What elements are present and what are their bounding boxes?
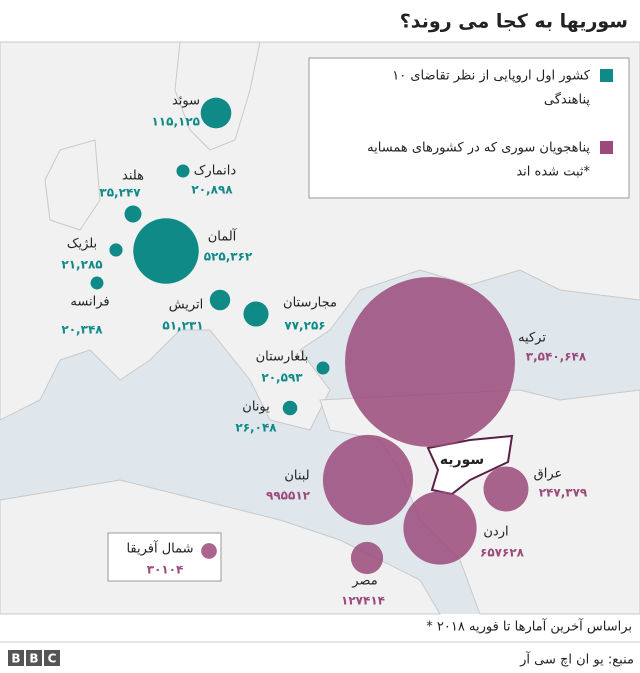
country-value: ۱۲۷۴۱۴ bbox=[341, 594, 385, 608]
legend-text: پناهجویان سوری که در کشورهای همسایه bbox=[367, 141, 590, 156]
source: منبع: یو ان اچ سی آر bbox=[519, 651, 634, 668]
country-value: ۲۴۷,۳۷۹ bbox=[539, 486, 588, 500]
country-name: هلند bbox=[122, 169, 144, 184]
bubble bbox=[133, 218, 199, 284]
country-value: ۹۹۵۵۱۲ bbox=[266, 489, 311, 503]
country-value: ۱۱۵,۱۲۵ bbox=[151, 115, 200, 129]
legend-text: ۱۰ کشور اول اروپایی از نظر تقاضای bbox=[392, 69, 591, 84]
country-value: ۲۱,۲۸۵ bbox=[61, 258, 102, 272]
bubble bbox=[201, 543, 217, 559]
country-name: دانمارک bbox=[194, 164, 237, 179]
bubble bbox=[350, 541, 384, 575]
country-value: ۵۲۵,۳۶۲ bbox=[204, 250, 253, 264]
bubble bbox=[209, 289, 231, 311]
bubble bbox=[176, 164, 190, 178]
bubble bbox=[483, 466, 529, 512]
legend-box bbox=[308, 57, 630, 199]
country-value: ۳,۵۴۰,۶۴۸ bbox=[526, 350, 587, 364]
country-name: لبنان bbox=[284, 469, 309, 484]
bubble bbox=[282, 400, 298, 416]
bubble bbox=[200, 97, 232, 129]
footnote: * براساس آخرین آمارها تا فوریه ۲۰۱۸ bbox=[426, 618, 632, 635]
country-name: اتریش bbox=[169, 298, 204, 313]
legend-swatch bbox=[600, 141, 613, 154]
syria-label: سوریه bbox=[440, 452, 484, 468]
country-name: یونان bbox=[242, 400, 270, 415]
title: سوریها به کجا می روند؟ bbox=[400, 11, 628, 33]
bubble bbox=[322, 434, 414, 526]
country-value: ۲۶,۰۴۸ bbox=[235, 421, 277, 435]
bubble bbox=[403, 491, 477, 565]
country-value: ۳۰۱۰۴ bbox=[147, 563, 184, 577]
logo-letter: B bbox=[29, 652, 38, 666]
country-value: ۵۱,۲۳۱ bbox=[162, 319, 203, 333]
bbc-logo bbox=[8, 650, 60, 666]
country-name: شمال آفریقا bbox=[126, 540, 193, 557]
country-name: فرانسه bbox=[70, 295, 109, 310]
country-name: عراق bbox=[534, 467, 563, 482]
bubble bbox=[90, 276, 104, 290]
logo-letter: C bbox=[48, 652, 57, 666]
country-value: ۳۵,۲۴۷ bbox=[99, 186, 141, 200]
bubble bbox=[316, 361, 330, 375]
country-name: آلمان bbox=[208, 228, 238, 245]
country-name: مصر bbox=[351, 574, 377, 589]
legend-text: پناهندگی bbox=[544, 92, 591, 108]
country-name: بلژیک bbox=[67, 237, 97, 252]
country-value: ۲۰,۳۴۸ bbox=[61, 323, 103, 337]
bubble bbox=[345, 277, 515, 447]
logo-letter: B bbox=[11, 652, 20, 666]
country-value: ۲۰,۸۹۸ bbox=[191, 183, 233, 197]
legend-text: ثبت شده اند* bbox=[516, 165, 590, 180]
legend-swatch bbox=[600, 69, 613, 82]
country-value: ۷۷,۲۵۶ bbox=[284, 319, 325, 333]
country-name: ترکیه bbox=[518, 331, 546, 346]
bubble bbox=[109, 243, 123, 257]
country-name: اردن bbox=[483, 525, 508, 540]
bubble bbox=[124, 205, 142, 223]
bubble bbox=[243, 301, 269, 327]
country-name: سوئد bbox=[172, 94, 200, 109]
country-value: ۲۰,۵۹۳ bbox=[261, 371, 303, 385]
country-name: مجارستان bbox=[283, 296, 337, 311]
north-africa-box bbox=[107, 532, 222, 582]
country-value: ۶۵۷۶۲۸ bbox=[480, 546, 525, 560]
country-name: بلغارستان bbox=[256, 350, 309, 365]
